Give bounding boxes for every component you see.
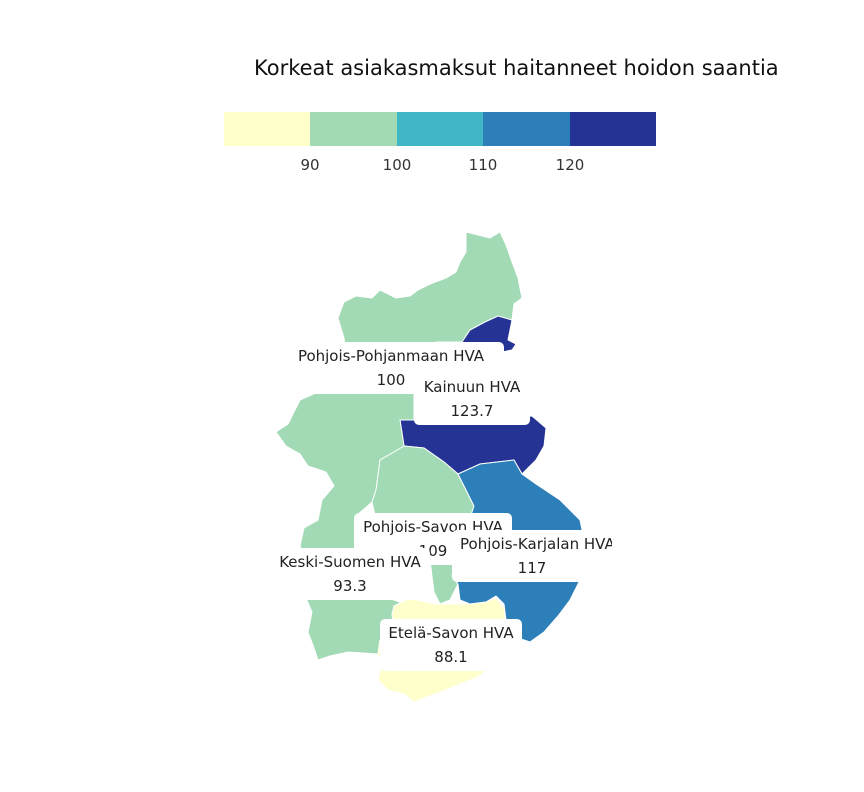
legend-tick: 120: [555, 156, 585, 174]
region-value: 117: [517, 559, 547, 577]
legend-tick: 90: [300, 156, 320, 174]
region-label-pohjois-karjala: Pohjois-Karjalan HVA 117: [452, 530, 612, 582]
region-label-keski-suomi: Keski-Suomen HVA 93.3: [270, 548, 430, 600]
region-name: Pohjois-Karjalan HVA: [460, 535, 612, 553]
region-value: 123.7: [450, 402, 494, 420]
region-name: Kainuun HVA: [423, 378, 521, 396]
legend-swatch-4: [483, 112, 570, 146]
region-label-etela-savo: Etelä-Savon HVA 88.1: [380, 619, 522, 671]
region-label-kainuu: Kainuun HVA 123.7: [414, 373, 530, 425]
color-legend: [224, 112, 657, 146]
region-name: Pohjois-Pohjanmaan HVA: [297, 347, 485, 365]
region-value: 100: [376, 371, 406, 389]
legend-tick: 100: [382, 156, 412, 174]
region-value: 88.1: [434, 648, 468, 666]
region-name: Etelä-Savon HVA: [388, 624, 514, 642]
legend-tick: 110: [468, 156, 498, 174]
region-name: Keski-Suomen HVA: [279, 553, 421, 571]
legend-swatch-1: [224, 112, 311, 146]
legend-swatch-5: [569, 112, 657, 146]
region-value: 93.3: [333, 577, 367, 595]
legend-swatch-2: [310, 112, 397, 146]
legend-swatch-3: [396, 112, 484, 146]
map-title: Korkeat asiakasmaksut haitanneet hoidon …: [254, 56, 779, 80]
